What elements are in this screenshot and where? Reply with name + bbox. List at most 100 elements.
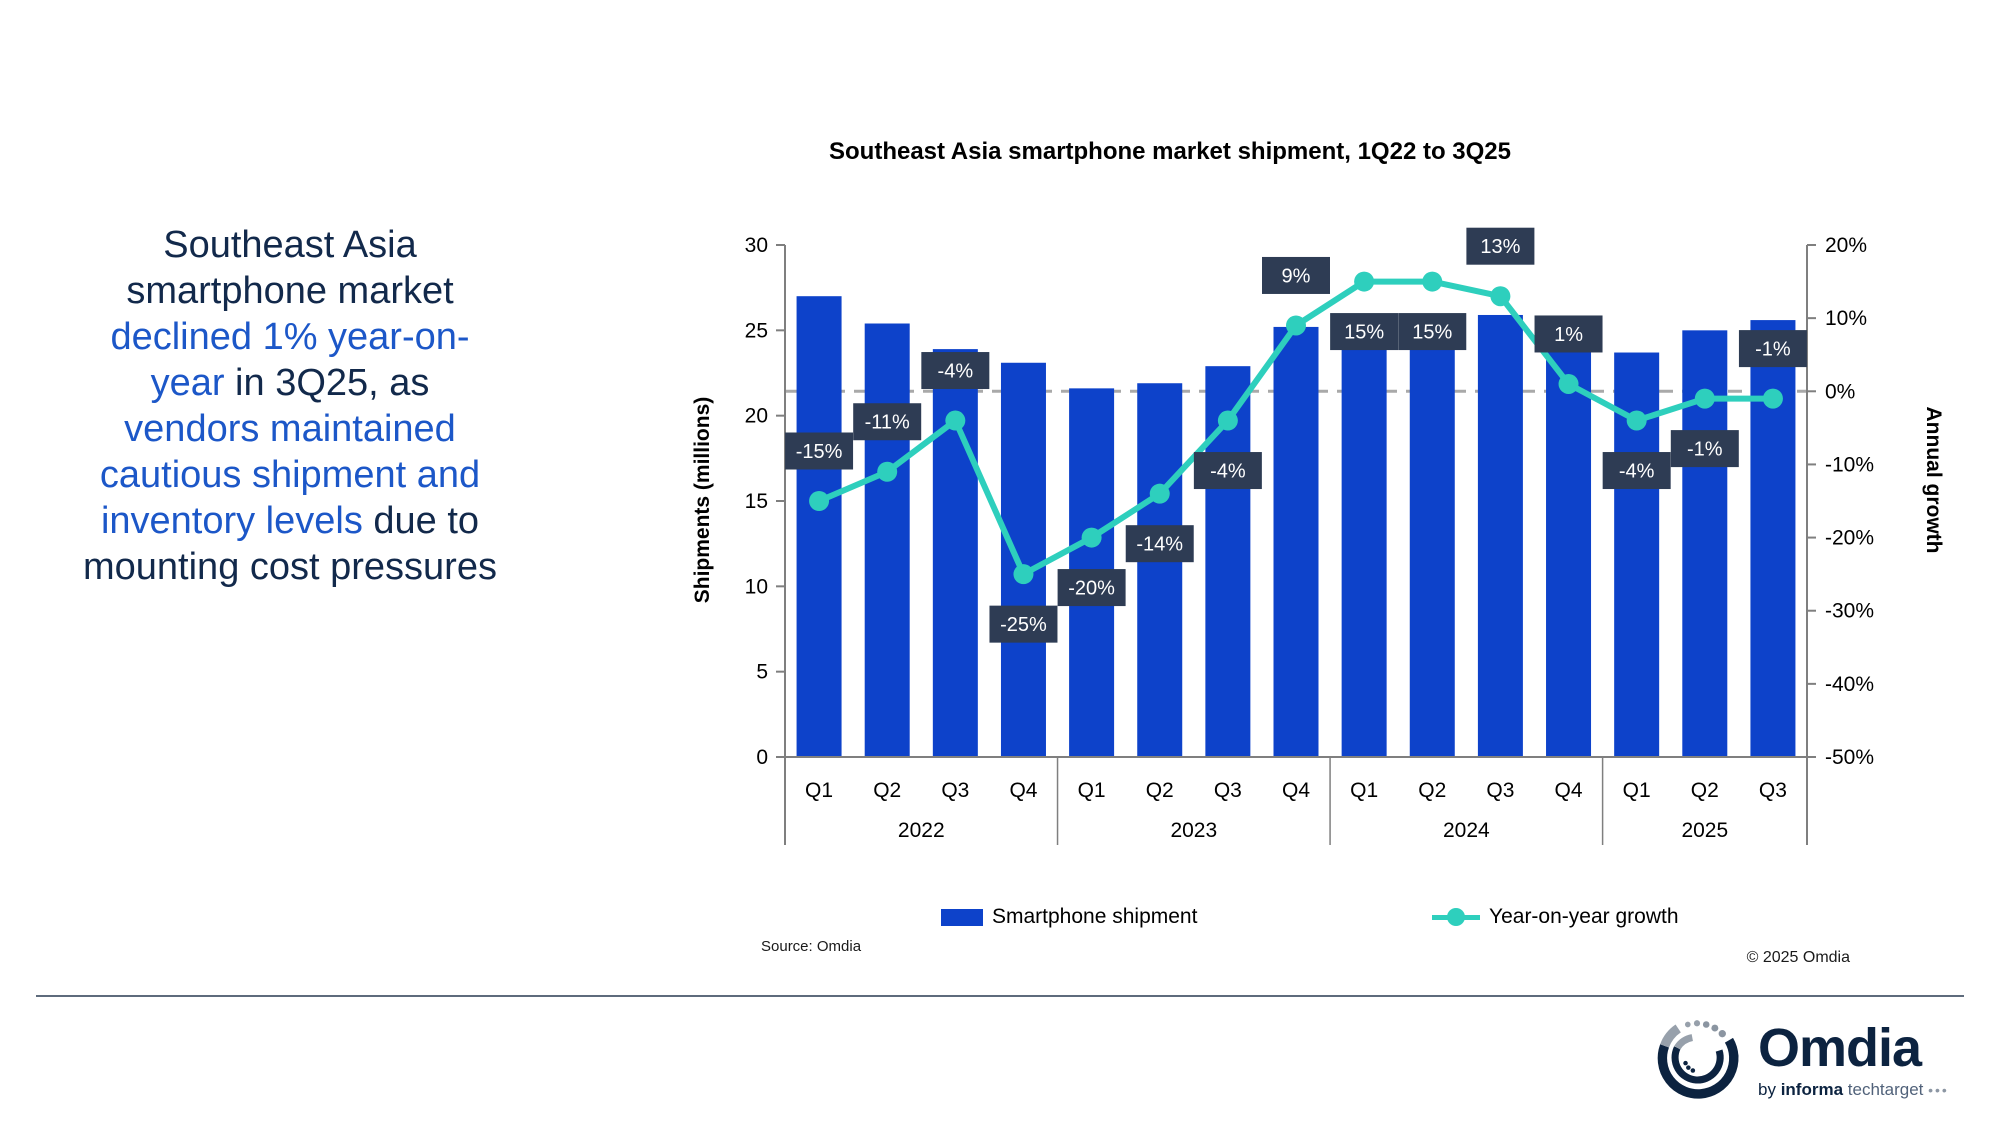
growth-label-box bbox=[921, 352, 990, 390]
growth-point bbox=[945, 410, 966, 431]
chart-title: Southeast Asia smartphone market shipmen… bbox=[829, 138, 1511, 165]
shipment-bar bbox=[1409, 326, 1455, 757]
growth-point bbox=[809, 491, 830, 511]
growth-point bbox=[1626, 410, 1647, 431]
headline-segment: due to bbox=[362, 500, 480, 542]
headline-segment: cautious shipment and bbox=[99, 454, 481, 496]
shipment-bar bbox=[864, 323, 910, 757]
growth-label-box bbox=[1125, 525, 1194, 563]
legend-item-yoy-growth: Year-on-year growth bbox=[1432, 905, 1679, 929]
year-label: 2023 bbox=[1170, 819, 1217, 842]
growth-label-box bbox=[989, 605, 1058, 643]
omdia-wordmark: Omdia by informa techtarget ••• bbox=[1758, 1021, 1949, 1098]
right-tick-label: 0% bbox=[1825, 380, 1855, 403]
year-label: 2025 bbox=[1681, 819, 1728, 842]
growth-label-box bbox=[1057, 569, 1126, 607]
headline-line: inventory levels due to bbox=[40, 498, 540, 544]
quarter-label: Q3 bbox=[1486, 779, 1514, 802]
right-tick-label: -10% bbox=[1825, 453, 1874, 476]
headline-segment: smartphone market bbox=[126, 270, 454, 312]
growth-point bbox=[1354, 271, 1375, 292]
growth-label: 9% bbox=[1282, 265, 1311, 287]
left-tick-label: 25 bbox=[745, 319, 768, 342]
left-tick-label: 0 bbox=[756, 746, 768, 769]
omdia-logo: Omdia by informa techtarget ••• bbox=[1650, 1012, 1949, 1106]
growth-label: -4% bbox=[1210, 461, 1246, 483]
right-tick-label: 10% bbox=[1825, 307, 1867, 330]
omdia-logo-subtext: by informa techtarget ••• bbox=[1758, 1079, 1949, 1099]
quarter-label: Q2 bbox=[1691, 779, 1719, 802]
growth-point bbox=[1013, 564, 1034, 585]
quarter-label: Q1 bbox=[1623, 779, 1651, 802]
growth-label-box bbox=[1602, 452, 1671, 490]
growth-label: -20% bbox=[1068, 578, 1115, 600]
growth-point bbox=[1081, 527, 1102, 548]
left-tick-label: 20 bbox=[745, 405, 768, 428]
growth-point bbox=[1490, 286, 1511, 307]
right-tick-label: 20% bbox=[1825, 234, 1867, 257]
headline-line: cautious shipment and bbox=[40, 452, 540, 498]
quarter-label: Q1 bbox=[805, 779, 833, 802]
growth-label-box bbox=[1466, 227, 1535, 265]
growth-label-box bbox=[1262, 256, 1330, 294]
source-note: Source: Omdia bbox=[761, 938, 862, 955]
headline-line: mounting cost pressures bbox=[40, 544, 540, 590]
shipment-bar bbox=[1750, 320, 1796, 757]
right-tick-label: -20% bbox=[1825, 527, 1874, 550]
quarter-label: Q4 bbox=[1555, 779, 1583, 802]
growth-label: -11% bbox=[865, 412, 910, 434]
shipment-bar bbox=[932, 349, 978, 757]
shipment-bar bbox=[1273, 326, 1319, 757]
legend-label: Smartphone shipment bbox=[992, 905, 1198, 928]
growth-point bbox=[1558, 373, 1579, 394]
growth-label-box bbox=[1330, 313, 1399, 351]
right-tick-label: -40% bbox=[1825, 673, 1874, 696]
shipment-bar bbox=[1137, 383, 1183, 757]
growth-label: -1% bbox=[1755, 339, 1791, 361]
growth-label-box bbox=[1670, 430, 1739, 468]
shipment-bar bbox=[1341, 333, 1387, 757]
bar-swatch bbox=[941, 908, 983, 926]
growth-point bbox=[1149, 483, 1170, 504]
headline-segment: Southeast Asia bbox=[163, 224, 417, 266]
headline-line: smartphone market bbox=[40, 268, 540, 314]
headline-segment: in 3Q25, as bbox=[224, 362, 430, 404]
quarter-label: Q2 bbox=[873, 779, 901, 802]
line-swatch bbox=[1432, 908, 1480, 926]
headline-segment: inventory levels bbox=[100, 500, 363, 542]
headline-line: declined 1% year-on- bbox=[40, 314, 540, 360]
right-tick-label: -50% bbox=[1825, 746, 1874, 769]
growth-point bbox=[1422, 271, 1443, 292]
quarter-label: Q2 bbox=[1418, 779, 1446, 802]
omdia-logo-text: Omdia bbox=[1758, 1017, 1922, 1078]
left-tick-label: 5 bbox=[756, 661, 768, 684]
legend-item-smartphone-shipment: Smartphone shipment bbox=[941, 905, 1197, 929]
growth-label: -1% bbox=[1687, 439, 1723, 461]
growth-label-box bbox=[853, 403, 922, 441]
year-label: 2024 bbox=[1443, 819, 1490, 842]
quarter-label: Q3 bbox=[1759, 779, 1787, 802]
headline-text: Southeast Asia smartphone market declined … bbox=[40, 222, 540, 590]
footer-divider bbox=[36, 995, 1964, 997]
growth-point bbox=[1694, 388, 1715, 409]
growth-label-box bbox=[785, 432, 854, 470]
growth-point bbox=[877, 461, 898, 482]
growth-label: -4% bbox=[938, 361, 974, 383]
growth-label: -25% bbox=[1000, 614, 1047, 636]
quarter-label: Q4 bbox=[1282, 779, 1310, 802]
quarter-label: Q3 bbox=[941, 779, 969, 802]
growth-point bbox=[1286, 315, 1306, 336]
copyright-note: © 2025 Omdia bbox=[1746, 949, 1850, 966]
left-tick-label: 10 bbox=[745, 575, 768, 598]
headline-line: vendors maintained bbox=[40, 406, 540, 452]
headline-segment: vendors maintained bbox=[124, 408, 456, 450]
growth-label-box bbox=[1193, 452, 1262, 490]
headline-segment: mounting cost pressures bbox=[83, 546, 497, 588]
quarter-label: Q4 bbox=[1009, 779, 1037, 802]
growth-label: 15% bbox=[1412, 322, 1452, 344]
headline-line: Southeast Asia bbox=[40, 222, 540, 268]
year-label: 2022 bbox=[898, 819, 945, 842]
growth-label-box bbox=[1398, 313, 1467, 351]
